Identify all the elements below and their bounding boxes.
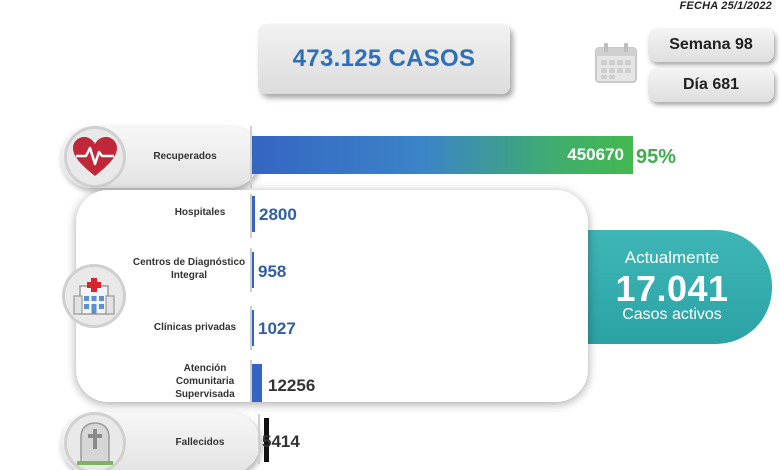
hosp-axis-3: [250, 360, 252, 404]
calendar-icon: [594, 42, 638, 84]
recovered-bar: [252, 136, 633, 174]
total-cases-box: 473.125 CASOS: [258, 24, 510, 94]
recovered-value: 450670: [567, 145, 624, 164]
hosp-bar-hospitales: [252, 196, 255, 232]
deceased-bar: [264, 418, 269, 462]
active-cases-suffix: Casos activos: [622, 306, 722, 323]
active-cases-prefix: Actualmente: [624, 248, 720, 267]
active-cases-number: 17.041: [615, 268, 729, 309]
hosp-value-hospitales: 2800: [259, 205, 297, 224]
hosp-label-cdi: Centros de Diagnóstico Integral: [132, 257, 246, 281]
hosp-value-acs: 12256: [268, 376, 316, 395]
hosp-bar-cdi: [252, 252, 254, 288]
recovered-axis: [250, 126, 252, 188]
hosp-value-clinicas: 1027: [258, 319, 296, 338]
deceased-value: 5414: [262, 432, 300, 451]
hospitalization-card: [76, 190, 588, 402]
deceased-axis: [258, 414, 260, 464]
hosp-axis-2: [250, 306, 252, 350]
recovered-percent: 95%: [636, 146, 677, 168]
heart-pulse-icon: [64, 126, 126, 188]
hosp-label-hospitales: Hospitales: [174, 207, 226, 218]
hosp-bar-acs: [252, 364, 262, 402]
hosp-axis-0: [250, 194, 252, 238]
hosp-axis-1: [250, 248, 252, 292]
hosp-label-clinicas: Clínicas privadas: [153, 322, 237, 333]
week-badge: Semana 98: [648, 28, 774, 62]
day-badge: Día 681: [648, 68, 774, 102]
hospital-icon: [62, 264, 126, 328]
active-cases-panel: [560, 230, 772, 344]
recovered-label: Recuperados: [153, 151, 217, 162]
total-cases-value: 473.125 CASOS: [292, 45, 476, 72]
hosp-label-acs: Atención Comunitaria Supervisada: [175, 363, 235, 400]
report-date: FECHA 25/1/2022: [679, 0, 772, 12]
tombstone-icon: [64, 412, 126, 470]
deceased-label: Fallecidos: [175, 437, 225, 448]
hosp-value-cdi: 958: [258, 262, 287, 281]
hosp-bar-clinicas: [252, 310, 254, 346]
